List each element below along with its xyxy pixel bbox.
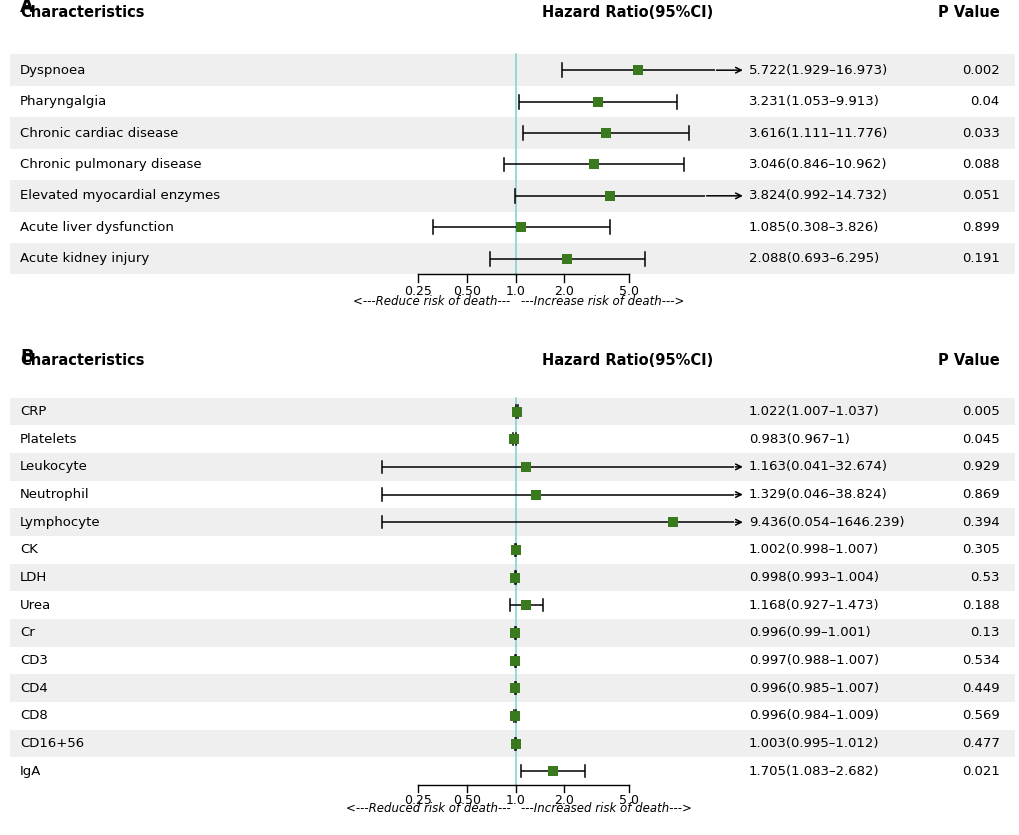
Bar: [10, 564, 1014, 591]
Text: A: A: [20, 0, 34, 16]
Text: <---Reduced risk of death---: <---Reduced risk of death---: [345, 802, 511, 815]
Text: 2.0: 2.0: [554, 285, 574, 298]
Bar: [10, 117, 1014, 149]
Text: 0.045: 0.045: [961, 433, 999, 446]
Text: 1.022(1.007–1.037): 1.022(1.007–1.037): [748, 405, 878, 418]
Text: Urea: Urea: [20, 599, 51, 612]
Text: 0.929: 0.929: [961, 460, 999, 473]
Text: 0.002: 0.002: [961, 63, 999, 77]
Text: Characteristics: Characteristics: [20, 4, 145, 19]
Text: 0.033: 0.033: [961, 127, 999, 139]
Text: 9.436(0.054–1646.239): 9.436(0.054–1646.239): [748, 516, 903, 529]
Text: Platelets: Platelets: [20, 433, 77, 446]
Text: 1.003(0.995–1.012): 1.003(0.995–1.012): [748, 737, 878, 750]
Text: 0.305: 0.305: [961, 544, 999, 556]
Text: 1.0: 1.0: [505, 794, 525, 807]
Text: 0.50: 0.50: [452, 794, 480, 807]
Text: Pharyngalgia: Pharyngalgia: [20, 95, 107, 108]
Text: P Value: P Value: [937, 353, 999, 368]
Text: B: B: [20, 348, 34, 366]
Text: 1.0: 1.0: [505, 285, 525, 298]
Text: 0.997(0.988–1.007): 0.997(0.988–1.007): [748, 654, 878, 667]
Text: 3.046(0.846–10.962): 3.046(0.846–10.962): [748, 158, 887, 171]
Text: Cr: Cr: [20, 626, 35, 640]
Bar: [10, 54, 1014, 86]
Text: 0.051: 0.051: [961, 190, 999, 202]
Text: Neutrophil: Neutrophil: [20, 488, 90, 501]
Text: 0.13: 0.13: [969, 626, 999, 640]
Text: IgA: IgA: [20, 765, 42, 777]
Text: Hazard Ratio(95%CI): Hazard Ratio(95%CI): [542, 353, 713, 368]
Text: 3.824(0.992–14.732): 3.824(0.992–14.732): [748, 190, 887, 202]
Text: 0.53: 0.53: [969, 571, 999, 584]
Text: 0.088: 0.088: [961, 158, 999, 171]
Text: ---Increase risk of death--->: ---Increase risk of death--->: [520, 295, 684, 307]
Text: 0.04: 0.04: [970, 95, 999, 108]
Text: 0.534: 0.534: [961, 654, 999, 667]
Text: CD16+56: CD16+56: [20, 737, 85, 750]
Text: 0.998(0.993–1.004): 0.998(0.993–1.004): [748, 571, 877, 584]
Text: CD4: CD4: [20, 682, 48, 695]
Text: 0.983(0.967–1): 0.983(0.967–1): [748, 433, 849, 446]
Bar: [10, 180, 1014, 211]
Text: CD8: CD8: [20, 710, 48, 722]
Text: Lymphocyte: Lymphocyte: [20, 516, 101, 529]
Text: 0.25: 0.25: [404, 285, 432, 298]
Bar: [10, 619, 1014, 647]
Text: 0.899: 0.899: [961, 220, 999, 234]
Text: 1.085(0.308–3.826): 1.085(0.308–3.826): [748, 220, 878, 234]
Text: 5.0: 5.0: [619, 285, 638, 298]
Text: P Value: P Value: [937, 4, 999, 19]
Text: LDH: LDH: [20, 571, 48, 584]
Text: 0.449: 0.449: [961, 682, 999, 695]
Text: <---Reduce risk of death---: <---Reduce risk of death---: [353, 295, 511, 307]
Text: 0.394: 0.394: [961, 516, 999, 529]
Text: Acute kidney injury: Acute kidney injury: [20, 252, 150, 266]
Text: Hazard Ratio(95%CI): Hazard Ratio(95%CI): [542, 4, 713, 19]
Text: 0.996(0.99–1.001): 0.996(0.99–1.001): [748, 626, 869, 640]
Text: 2.088(0.693–6.295): 2.088(0.693–6.295): [748, 252, 878, 266]
Text: 0.25: 0.25: [404, 794, 432, 807]
Text: CD3: CD3: [20, 654, 48, 667]
Text: 3.231(1.053–9.913): 3.231(1.053–9.913): [748, 95, 878, 108]
Text: 5.0: 5.0: [619, 794, 638, 807]
Text: 1.163(0.041–32.674): 1.163(0.041–32.674): [748, 460, 887, 473]
Text: CRP: CRP: [20, 405, 47, 418]
Text: 0.191: 0.191: [961, 252, 999, 266]
Text: 1.329(0.046–38.824): 1.329(0.046–38.824): [748, 488, 887, 501]
Bar: [10, 243, 1014, 275]
Bar: [10, 453, 1014, 481]
Text: 0.569: 0.569: [961, 710, 999, 722]
Text: 1.002(0.998–1.007): 1.002(0.998–1.007): [748, 544, 878, 556]
Text: 0.021: 0.021: [961, 765, 999, 777]
Text: CK: CK: [20, 544, 38, 556]
Text: Elevated myocardial enzymes: Elevated myocardial enzymes: [20, 190, 220, 202]
Text: 0.50: 0.50: [452, 285, 480, 298]
Bar: [10, 397, 1014, 425]
Text: ---Increased risk of death--->: ---Increased risk of death--->: [520, 802, 691, 815]
Text: 2.0: 2.0: [554, 794, 574, 807]
Text: 0.996(0.985–1.007): 0.996(0.985–1.007): [748, 682, 878, 695]
Text: 0.477: 0.477: [961, 737, 999, 750]
Text: 1.168(0.927–1.473): 1.168(0.927–1.473): [748, 599, 878, 612]
Text: 0.869: 0.869: [961, 488, 999, 501]
Text: 1.705(1.083–2.682): 1.705(1.083–2.682): [748, 765, 878, 777]
Text: 5.722(1.929–16.973): 5.722(1.929–16.973): [748, 63, 887, 77]
Text: Chronic pulmonary disease: Chronic pulmonary disease: [20, 158, 202, 171]
Text: 3.616(1.111–11.776): 3.616(1.111–11.776): [748, 127, 888, 139]
Text: Chronic cardiac disease: Chronic cardiac disease: [20, 127, 178, 139]
Text: Dyspnoea: Dyspnoea: [20, 63, 87, 77]
Text: 0.188: 0.188: [961, 599, 999, 612]
Bar: [10, 675, 1014, 702]
Text: Leukocyte: Leukocyte: [20, 460, 88, 473]
Text: 0.005: 0.005: [961, 405, 999, 418]
Bar: [10, 730, 1014, 757]
Text: Acute liver dysfunction: Acute liver dysfunction: [20, 220, 174, 234]
Bar: [10, 509, 1014, 536]
Text: 0.996(0.984–1.009): 0.996(0.984–1.009): [748, 710, 877, 722]
Text: Characteristics: Characteristics: [20, 353, 145, 368]
